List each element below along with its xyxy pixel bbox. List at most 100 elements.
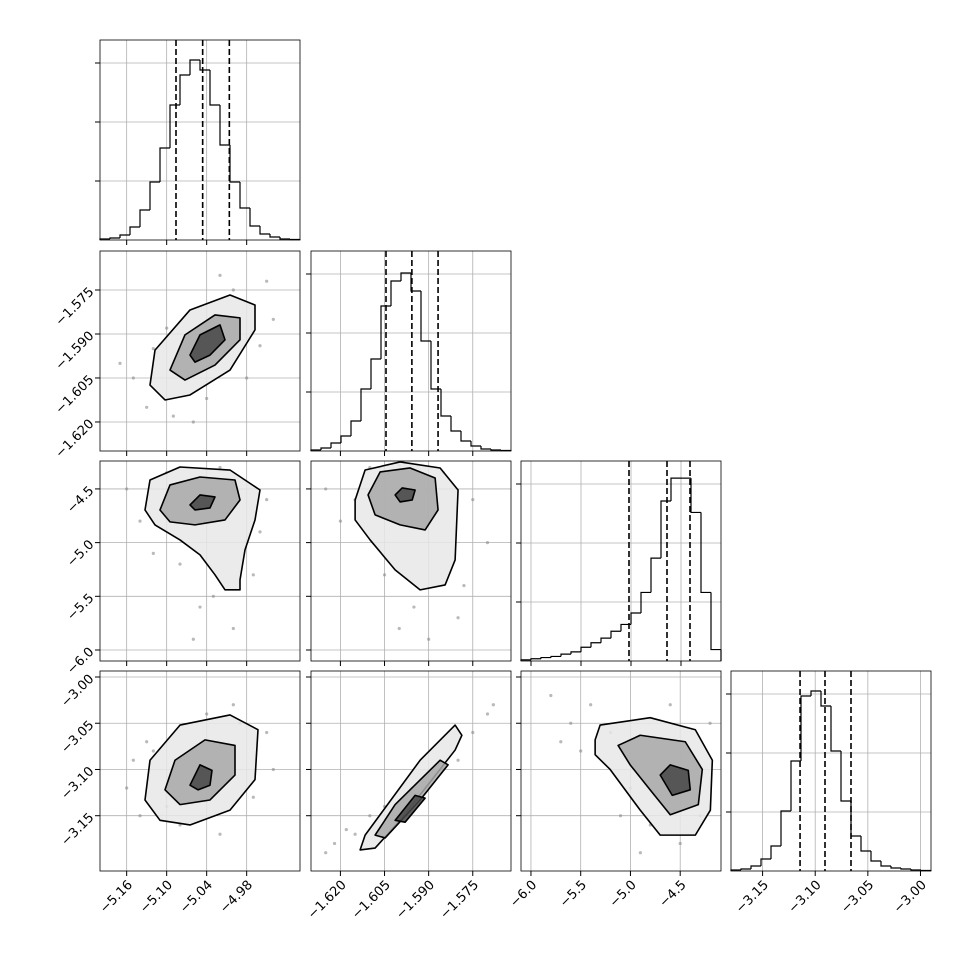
histogram-step <box>670 477 681 501</box>
histogram-step <box>410 273 421 292</box>
panel <box>95 39 301 245</box>
histogram-step <box>530 658 541 660</box>
scatter-point <box>145 405 149 409</box>
panel-frame <box>99 460 301 662</box>
scatter-point <box>324 851 328 855</box>
histogram-step <box>710 592 721 651</box>
scatter-point <box>218 832 222 836</box>
scatter-point <box>344 827 348 832</box>
scatter-point <box>218 465 222 470</box>
x-tick-label: −3.05 <box>838 878 877 917</box>
scatter-point <box>165 326 169 330</box>
histogram-step <box>440 389 451 417</box>
histogram-step <box>600 637 611 643</box>
scatter-point <box>638 851 643 855</box>
x-tick-label: −1.620 <box>305 878 350 923</box>
contour <box>189 324 226 363</box>
contour <box>659 764 692 797</box>
scatter-point <box>191 637 195 641</box>
scatter-point <box>205 712 209 716</box>
histogram-step <box>189 59 200 75</box>
histogram-step <box>630 612 641 625</box>
x-tick-label: −5.0 <box>607 878 640 911</box>
histogram-step <box>460 431 471 442</box>
x-tick-label: −4.5 <box>657 878 690 911</box>
histogram-step <box>840 751 851 802</box>
histogram-step <box>289 238 300 241</box>
histogram-step <box>660 500 671 559</box>
y-tick-label: −3.05 <box>59 718 98 757</box>
histogram-step <box>119 234 130 238</box>
histogram-step <box>219 105 230 146</box>
scatter-point <box>125 487 129 491</box>
scatter-point <box>218 273 222 277</box>
histogram-step <box>760 858 771 866</box>
histogram-step <box>610 630 621 639</box>
histogram-step <box>620 623 631 632</box>
histogram-step <box>500 449 511 452</box>
scatter-point <box>271 317 275 321</box>
scatter-point <box>708 721 712 725</box>
histogram-step <box>450 416 461 432</box>
histogram-step <box>259 226 270 235</box>
histogram-step <box>890 866 901 869</box>
scatter-point <box>251 573 255 577</box>
histogram-step <box>340 435 351 443</box>
scatter-point <box>678 841 682 846</box>
histogram-step <box>330 442 341 448</box>
scatter-point <box>471 730 475 735</box>
histogram-step <box>830 706 841 752</box>
y-tick-label: −3.00 <box>59 672 98 711</box>
panel: −6.0 −5.5 −5.0 −4.5 <box>507 670 722 911</box>
histogram-step <box>770 845 781 859</box>
histogram-step <box>820 691 831 707</box>
histogram-step <box>390 280 401 306</box>
scatter-point <box>668 703 672 707</box>
panel <box>516 460 722 666</box>
x-tick-label: −5.5 <box>557 878 590 911</box>
histogram-step <box>480 446 491 450</box>
panel-frame <box>520 670 722 872</box>
histogram-step <box>900 868 911 870</box>
scatter-point <box>618 814 623 818</box>
histogram-step <box>109 237 120 239</box>
histogram-step <box>159 147 170 182</box>
scatter-point <box>456 616 460 620</box>
panel-frame <box>310 670 512 872</box>
histogram-step <box>750 865 761 869</box>
scatter-point <box>178 562 182 566</box>
x-tick-label: −4.98 <box>217 878 256 917</box>
scatter-point <box>138 519 142 523</box>
histogram-step <box>490 449 501 451</box>
x-tick-label: −6.0 <box>507 878 540 911</box>
histogram-step <box>920 869 931 872</box>
y-tick-label: −3.15 <box>59 810 98 849</box>
panel: −3.15 −3.10 −3.05 −3.00 <box>726 670 932 917</box>
histogram-step <box>650 557 661 593</box>
y-tick-label: −1.620 <box>53 417 98 462</box>
histogram-step <box>790 760 801 811</box>
scatter-point <box>271 767 275 772</box>
scatter-point <box>549 693 553 698</box>
histogram-step <box>810 690 821 696</box>
panel-frame <box>730 670 932 872</box>
panel <box>306 460 512 666</box>
scatter-point <box>485 541 490 545</box>
x-tick-label: −1.590 <box>393 878 438 923</box>
histogram-step <box>400 272 411 281</box>
y-tick-label: −5.5 <box>64 591 97 624</box>
y-tick-label: −1.590 <box>53 329 98 374</box>
histogram-step <box>860 836 871 852</box>
scatter-point <box>559 740 563 744</box>
histogram-step <box>269 234 280 238</box>
histogram-step <box>380 305 391 359</box>
x-tick-label: −3.00 <box>891 878 930 917</box>
scatter-point <box>397 626 401 631</box>
contour <box>189 764 213 791</box>
scatter-point <box>231 288 235 292</box>
scatter-point <box>265 498 269 502</box>
scatter-point <box>131 376 135 380</box>
x-tick-label: −3.15 <box>733 878 772 917</box>
